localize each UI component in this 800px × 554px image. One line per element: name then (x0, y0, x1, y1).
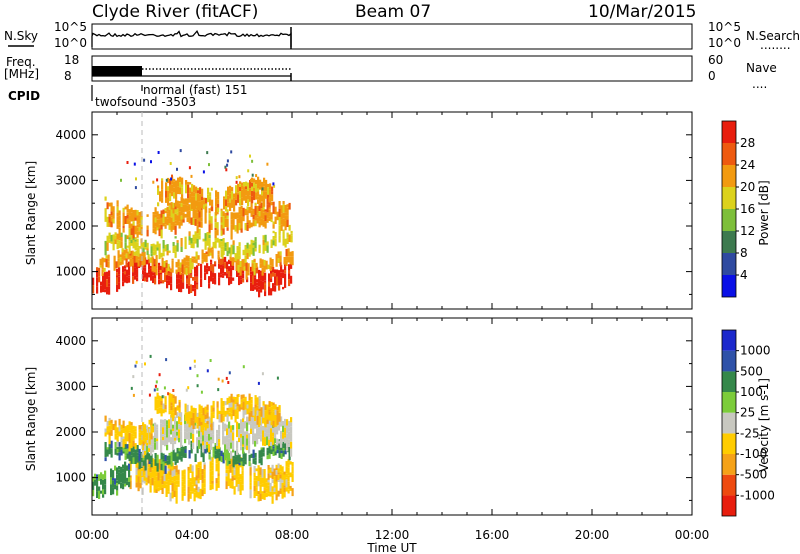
colorbar-swatch (722, 474, 736, 496)
colorbar-tick: 8 (740, 246, 748, 260)
power-scatter (120, 149, 276, 191)
nsky-right-tick-top: 10^5 (708, 20, 741, 34)
colorbar-swatch (722, 165, 736, 187)
nsky-left-tick-bottom: 10^0 (54, 36, 87, 50)
power-ylabel: Slant Range [km] (24, 161, 38, 265)
colorbar-tick: -25 (740, 426, 760, 440)
nsky-panel: N.Sky 10^5 10^0 10^5 10^0 N.Search .....… (4, 20, 800, 52)
nsky-right-tick-bottom: 10^0 (708, 36, 741, 50)
nave-legend-dots: .... (752, 77, 767, 91)
velocity-scatter (130, 354, 279, 399)
colorbar-swatch (722, 187, 736, 209)
band-velocity-3 (142, 411, 293, 461)
nsky-label: N.Sky (4, 29, 38, 43)
station-title: Clyde River (fitACF) (92, 2, 258, 22)
colorbar-swatch (722, 392, 736, 413)
power-ytick: 4000 (55, 128, 86, 142)
x-tick-label: 04:00 (175, 528, 210, 542)
band-velocity-0 (129, 452, 294, 504)
freq-right-tick-top: 60 (708, 53, 723, 67)
freq-panel: Freq. [MHz] 18 8 60 0 Nave .... (4, 53, 777, 91)
nsearch-label: N.Search (746, 29, 800, 43)
velocity-colorbar-label: Velocity [m s-1] (757, 378, 771, 472)
colorbar-tick: -500 (740, 468, 767, 482)
band-power-0 (92, 256, 293, 298)
cpid-panel: CPID normal (fast) 151 twofsound -3503 (8, 83, 247, 109)
velocity-panel: Slant Range [km] 1000 2000 3000 4000 (24, 317, 693, 516)
colorbar-swatch (722, 350, 736, 372)
x-axis: 00:00 04:00 08:00 12:00 16:00 20:00 00:00 (75, 528, 710, 542)
velocity-ylabel: Slant Range [km] (24, 367, 38, 471)
colorbar-tick: 25 (740, 406, 755, 420)
colorbar-swatch (722, 330, 736, 351)
x-axis-label: Time UT (366, 541, 417, 554)
x-tick-label: 16:00 (475, 528, 510, 542)
colorbar-tick: 100 (740, 385, 763, 399)
freq-label-top: Freq. (6, 55, 36, 69)
colorbar-tick: 1000 (740, 344, 771, 358)
colorbar-swatch (722, 209, 736, 231)
band-power-4 (157, 176, 274, 216)
colorbar-swatch (722, 253, 736, 275)
x-tick-label: 20:00 (575, 528, 610, 542)
velocity-colorbar: -1000 -500 -100 -25 25 100 500 1000 (721, 329, 775, 517)
power-ytick: 3000 (55, 173, 86, 187)
x-tick-label: 12:00 (375, 528, 410, 542)
velocity-ytick: 1000 (55, 471, 86, 485)
freq-label-bottom: [MHz] (4, 67, 39, 81)
band-power-2 (104, 228, 293, 263)
colorbar-swatch (722, 231, 736, 253)
freq-left-tick-bottom: 8 (64, 69, 72, 83)
cpid-mode-2: normal (fast) 151 (143, 83, 247, 97)
colorbar-tick: 28 (740, 136, 755, 150)
freq-right-tick-bottom: 0 (708, 69, 716, 83)
x-tick-label: 08:00 (275, 528, 310, 542)
cpid-mode-1: twofsound -3503 (95, 95, 196, 109)
power-ticks (91, 112, 693, 309)
freq-trace-dense (92, 66, 142, 76)
nave-label: Nave (746, 61, 777, 75)
nsky-trace (91, 30, 292, 47)
colorbar-swatch (722, 433, 736, 454)
colorbar-swatch (722, 454, 736, 475)
colorbar-swatch (722, 495, 736, 516)
power-colorbar: 4 8 12 16 20 24 28 (721, 120, 755, 298)
power-ytick: 1000 (55, 265, 86, 279)
velocity-data (92, 354, 294, 504)
colorbar-tick: 500 (740, 364, 763, 378)
power-ytick: 2000 (55, 219, 86, 233)
colorbar-tick: 16 (740, 202, 755, 216)
power-data (92, 149, 294, 298)
velocity-ytick: 3000 (55, 379, 86, 393)
colorbar-swatch (722, 371, 736, 392)
nsearch-legend-dots: ........ (760, 38, 791, 52)
beam-title: Beam 07 (355, 2, 431, 22)
band-velocity-1 (92, 461, 131, 499)
colorbar-tick: -1000 (740, 488, 775, 502)
colorbar-tick: 4 (740, 268, 748, 282)
band-velocity-4 (104, 415, 153, 452)
date-title: 10/Mar/2015 (588, 2, 696, 22)
velocity-ticks (91, 318, 693, 515)
colorbar-swatch (722, 121, 736, 143)
velocity-ytick: 2000 (55, 425, 86, 439)
freq-left-tick-top: 18 (64, 53, 79, 67)
colorbar-tick: 24 (740, 158, 755, 172)
band-velocity-5 (154, 392, 281, 433)
colorbar-tick: -100 (740, 447, 767, 461)
x-tick-label: 00:00 (675, 528, 710, 542)
nsky-left-tick-top: 10^5 (54, 20, 87, 34)
power-panel: Slant Range [km] 1000 2000 3000 4000 (24, 111, 693, 310)
colorbar-swatch (722, 412, 736, 434)
cpid-label: CPID (8, 89, 40, 103)
velocity-ytick: 4000 (55, 334, 86, 348)
colorbar-swatch (722, 275, 736, 297)
power-colorbar-label: Power [dB] (757, 180, 771, 245)
x-tick-label: 00:00 (75, 528, 110, 542)
colorbar-tick: 20 (740, 180, 755, 194)
colorbar-tick: 12 (740, 224, 755, 238)
colorbar-swatch (722, 143, 736, 165)
